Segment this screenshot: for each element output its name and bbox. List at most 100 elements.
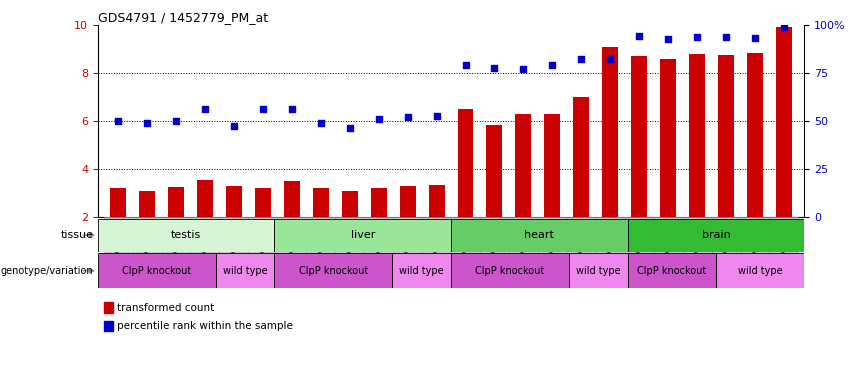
Text: GSM988366: GSM988366 bbox=[374, 219, 383, 265]
Bar bbox=[451, 217, 480, 288]
Bar bbox=[110, 188, 126, 217]
Text: GSM988359: GSM988359 bbox=[172, 219, 180, 265]
Point bbox=[430, 113, 443, 119]
Bar bbox=[567, 217, 596, 288]
Text: GSM988361: GSM988361 bbox=[230, 219, 238, 265]
Text: GSM988376: GSM988376 bbox=[664, 219, 672, 265]
Text: GSM988357: GSM988357 bbox=[114, 219, 123, 265]
Bar bbox=[451, 253, 568, 288]
Bar bbox=[168, 187, 184, 217]
Point bbox=[227, 123, 241, 129]
Bar bbox=[711, 217, 740, 288]
Text: GSM988377: GSM988377 bbox=[693, 219, 701, 265]
Bar bbox=[197, 180, 213, 217]
Bar bbox=[98, 219, 274, 252]
Bar bbox=[313, 188, 328, 217]
Bar bbox=[458, 109, 473, 217]
Point bbox=[574, 56, 588, 62]
Point bbox=[603, 56, 617, 62]
Point bbox=[198, 106, 212, 112]
Bar bbox=[480, 217, 509, 288]
Point bbox=[459, 61, 472, 68]
Text: GSM988368: GSM988368 bbox=[432, 219, 441, 265]
Text: percentile rank within the sample: percentile rank within the sample bbox=[117, 321, 293, 331]
Bar bbox=[104, 217, 133, 288]
Bar bbox=[769, 217, 798, 288]
Bar bbox=[274, 219, 451, 252]
Point bbox=[111, 118, 125, 124]
Text: GSM988383: GSM988383 bbox=[519, 219, 528, 265]
Bar bbox=[335, 217, 364, 288]
Point bbox=[777, 24, 791, 30]
Bar bbox=[625, 217, 654, 288]
Bar bbox=[215, 253, 274, 288]
Point bbox=[372, 116, 386, 122]
Bar bbox=[162, 217, 191, 288]
Text: wild type: wild type bbox=[223, 266, 267, 276]
Text: genotype/variation: genotype/variation bbox=[1, 266, 94, 276]
Text: GSM988381: GSM988381 bbox=[461, 219, 470, 265]
Bar bbox=[104, 302, 113, 313]
Bar bbox=[568, 253, 627, 288]
Text: wild type: wild type bbox=[399, 266, 444, 276]
Bar bbox=[392, 253, 451, 288]
Text: GSM988360: GSM988360 bbox=[201, 219, 209, 265]
Text: ClpP knockout: ClpP knockout bbox=[122, 266, 191, 276]
Text: ClpP knockout: ClpP knockout bbox=[299, 266, 368, 276]
Bar bbox=[545, 114, 560, 217]
Text: transformed count: transformed count bbox=[117, 303, 214, 313]
Bar bbox=[284, 181, 300, 217]
Point bbox=[488, 65, 501, 71]
Bar bbox=[248, 217, 277, 288]
Bar bbox=[660, 59, 676, 217]
Bar bbox=[226, 186, 242, 217]
Bar bbox=[509, 217, 538, 288]
Point bbox=[256, 106, 270, 112]
Bar bbox=[393, 217, 422, 288]
Bar bbox=[451, 219, 627, 252]
Text: wild type: wild type bbox=[576, 266, 620, 276]
Bar bbox=[139, 190, 155, 217]
Text: GSM988386: GSM988386 bbox=[606, 219, 614, 265]
Text: liver: liver bbox=[351, 230, 375, 240]
Bar bbox=[306, 217, 335, 288]
Point bbox=[517, 66, 530, 73]
Bar bbox=[364, 217, 393, 288]
Text: GSM988365: GSM988365 bbox=[346, 219, 354, 265]
Point bbox=[140, 120, 154, 126]
Bar bbox=[429, 185, 444, 217]
Bar bbox=[220, 217, 248, 288]
Text: ClpP knockout: ClpP knockout bbox=[475, 266, 545, 276]
Point bbox=[343, 125, 357, 131]
Bar bbox=[422, 217, 451, 288]
Text: GSM988384: GSM988384 bbox=[548, 219, 557, 265]
Bar bbox=[689, 54, 705, 217]
Bar bbox=[740, 217, 769, 288]
Bar bbox=[716, 253, 804, 288]
Bar bbox=[371, 188, 386, 217]
Bar bbox=[274, 253, 392, 288]
Point bbox=[661, 36, 675, 43]
Text: GSM988385: GSM988385 bbox=[577, 219, 585, 265]
Text: GSM988363: GSM988363 bbox=[288, 219, 296, 265]
Text: GSM988358: GSM988358 bbox=[143, 219, 151, 265]
Text: GDS4791 / 1452779_PM_at: GDS4791 / 1452779_PM_at bbox=[98, 11, 268, 24]
Point bbox=[314, 120, 328, 126]
Text: GSM988367: GSM988367 bbox=[403, 219, 412, 265]
Text: ClpP knockout: ClpP knockout bbox=[637, 266, 706, 276]
Bar bbox=[654, 217, 683, 288]
Bar bbox=[277, 217, 306, 288]
Point bbox=[285, 106, 299, 112]
Text: tissue: tissue bbox=[60, 230, 94, 240]
Point bbox=[748, 35, 762, 41]
Bar bbox=[104, 321, 113, 331]
Point bbox=[719, 34, 733, 40]
Bar bbox=[631, 56, 647, 217]
Text: heart: heart bbox=[524, 230, 554, 240]
Bar bbox=[574, 97, 589, 217]
Point bbox=[545, 61, 559, 68]
Text: testis: testis bbox=[171, 230, 202, 240]
Text: brain: brain bbox=[701, 230, 730, 240]
Text: GSM988364: GSM988364 bbox=[317, 219, 325, 265]
Text: GSM988379: GSM988379 bbox=[751, 219, 759, 265]
